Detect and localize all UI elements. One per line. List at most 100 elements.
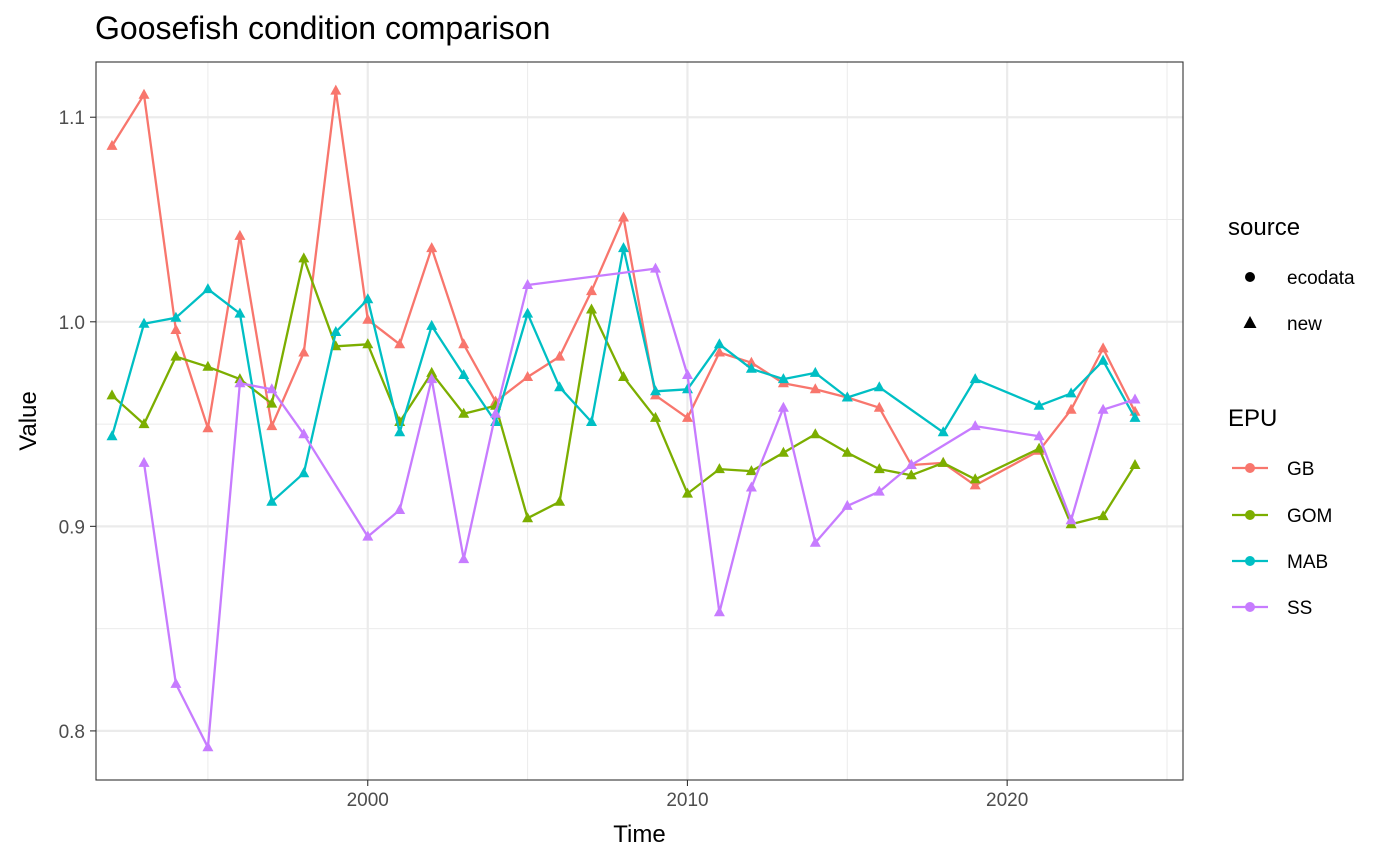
data-point-gb [873,401,885,412]
data-point-mab [809,366,821,377]
data-point-mab [330,326,342,336]
data-point-mab [745,362,757,373]
y-tick-label: 1.1 [59,108,85,129]
data-point-ss [1065,514,1077,525]
data-point-mab [106,430,118,441]
data-point-gom [1129,459,1141,469]
series-line-ss [142,267,1136,749]
data-point-ss [841,499,853,510]
data-point-gom [841,446,853,457]
legend-epu-label-gb: GB [1287,459,1314,480]
data-point-gom [777,446,789,457]
data-point-gom [106,389,118,400]
data-point-mab [1033,399,1045,410]
data-point-mab [234,307,246,318]
x-tick-label: 2000 [347,790,389,811]
data-point-gom [618,371,629,381]
data-point-ss [1033,430,1045,441]
data-point-gom [1097,510,1109,521]
data-point-mab [969,373,981,384]
data-point-gb [809,383,821,394]
data-point-ss [777,401,789,412]
data-point-ss [1129,393,1141,404]
chart-title: Goosefish condition comparison [95,10,550,46]
data-point-ss [905,459,917,469]
data-point-ss [522,279,534,289]
data-point-ss [298,428,310,439]
data-point-gb [458,338,470,349]
data-point-gom [138,418,150,429]
data-point-mab [1129,411,1141,422]
series-line-gb [111,89,1137,487]
data-point-ss [873,485,885,496]
data-point-gb [234,229,246,240]
data-point-gom [905,469,917,480]
legend-source-title: source [1228,214,1300,241]
legend-triangle-icon [1243,316,1257,328]
data-point-gb [618,211,629,222]
data-point-gb [969,479,981,490]
data-point-ss [426,373,438,384]
legend-source-item-new: new [1287,314,1322,335]
data-point-gom [713,463,725,474]
legend-source: source ecodata new [1228,214,1355,335]
legend-point-icon [1245,463,1255,473]
data-point-gb [106,139,118,150]
plot-panel-background [96,62,1183,780]
data-point-gb [426,242,438,253]
legend-epu-label-ss: SS [1287,598,1312,619]
data-point-mab [841,391,853,402]
data-point-gom [458,407,470,418]
data-point-mab [713,338,725,349]
data-point-ss [1097,403,1109,414]
data-point-mab [1065,387,1077,398]
data-point-gom [266,397,278,408]
legend-epu-label-mab: MAB [1287,552,1328,573]
axis-ticks: 2000 2010 2020 0.8 0.9 1.0 1.1 [59,108,1029,811]
series-line-gom [111,257,1136,526]
data-point-mab [586,416,597,426]
plot-grid [96,62,1183,780]
data-point-mab [138,317,150,328]
data-point-gom [873,463,885,474]
data-point-mab [266,495,278,506]
data-point-ss [713,606,725,617]
data-point-ss [969,420,981,431]
data-point-mab [458,369,470,379]
y-tick-label: 0.9 [59,517,85,538]
data-point-ss [266,383,278,394]
data-point-gom [969,473,981,484]
data-point-mab [362,293,374,304]
y-axis-title: Value [15,391,42,451]
data-point-ss [809,536,821,547]
data-point-gom [650,411,661,422]
data-point-mab [394,426,406,437]
data-point-gb [745,356,757,367]
data-point-gb [1065,403,1077,414]
data-point-mab [426,319,438,330]
y-tick-label: 1.0 [59,313,85,334]
legend-point-icon [1245,510,1255,520]
data-point-gb [202,422,214,433]
data-point-gb [1097,342,1109,353]
data-point-gb [138,88,150,99]
data-point-gb [394,338,406,349]
data-point-ss [138,456,150,467]
data-point-mab [554,381,566,392]
data-point-mab [650,385,661,396]
data-point-gb [682,411,693,422]
series-ss [138,262,1141,752]
data-point-gom [586,303,597,314]
data-point-ss [170,677,182,688]
legend-epu-item-mab: MAB [1232,552,1328,573]
legend-epu-item-ss: SS [1232,598,1312,619]
data-point-gb [330,84,342,95]
data-point-mab [873,381,885,392]
series-layer [106,84,1141,752]
data-point-gom [170,350,182,361]
data-point-gom [745,465,757,476]
data-point-ss [362,530,374,541]
x-axis-title: Time [613,821,665,848]
data-point-ss [490,407,502,418]
data-point-mab [522,307,534,318]
